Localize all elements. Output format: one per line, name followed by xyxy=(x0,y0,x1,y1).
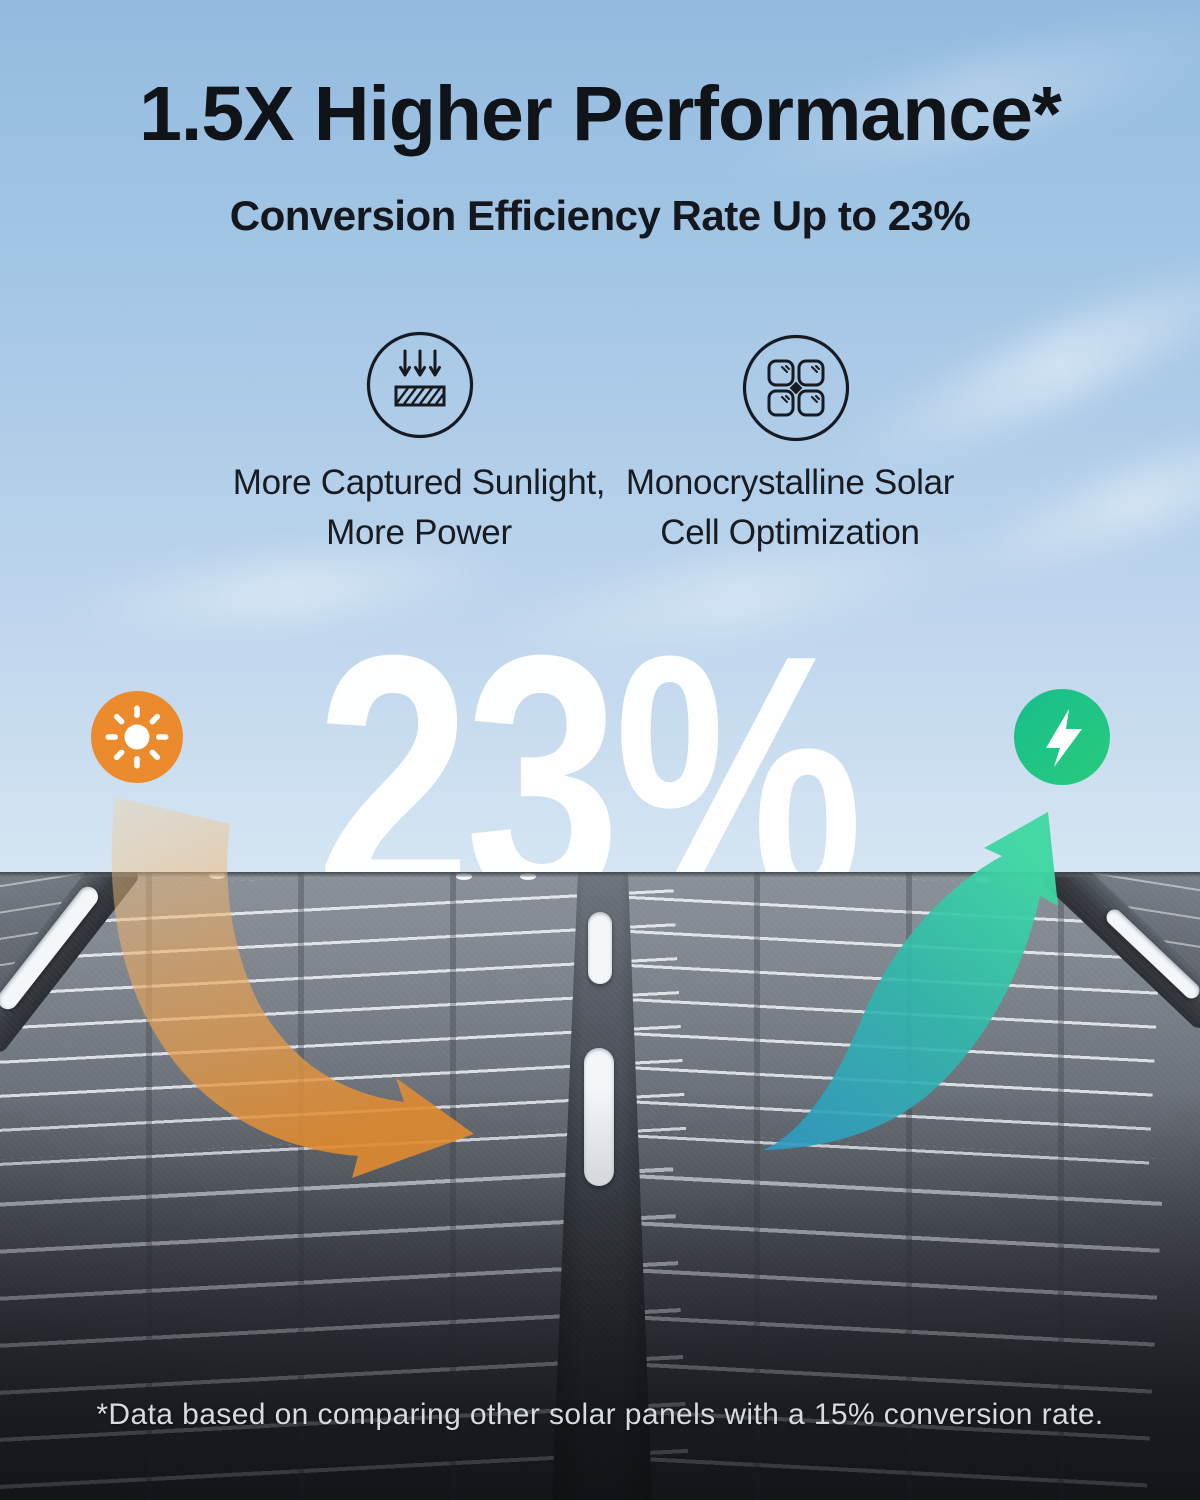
feature-label-line: Monocrystalline Solar xyxy=(625,463,955,502)
feature-label-line: Cell Optimization xyxy=(660,513,920,552)
solar-cells-icon xyxy=(741,333,851,448)
sun-icon xyxy=(91,691,183,788)
feature-label-line: More Captured Sunlight, xyxy=(232,463,606,502)
feature-label-line: More Power xyxy=(326,513,512,552)
feature-label-cells: Monocrystalline Solar Cell Optimization xyxy=(580,458,1000,558)
footnote: *Data based on comparing other solar pan… xyxy=(96,1398,1104,1431)
lightning-icon xyxy=(1014,689,1110,790)
sunlight-capture-icon xyxy=(365,330,475,445)
feature-label-sunlight: More Captured Sunlight, More Power xyxy=(209,458,629,558)
page-title: 1.5X Higher Performance* xyxy=(139,71,1062,157)
page-subtitle: Conversion Efficiency Rate Up to 23% xyxy=(229,192,971,239)
